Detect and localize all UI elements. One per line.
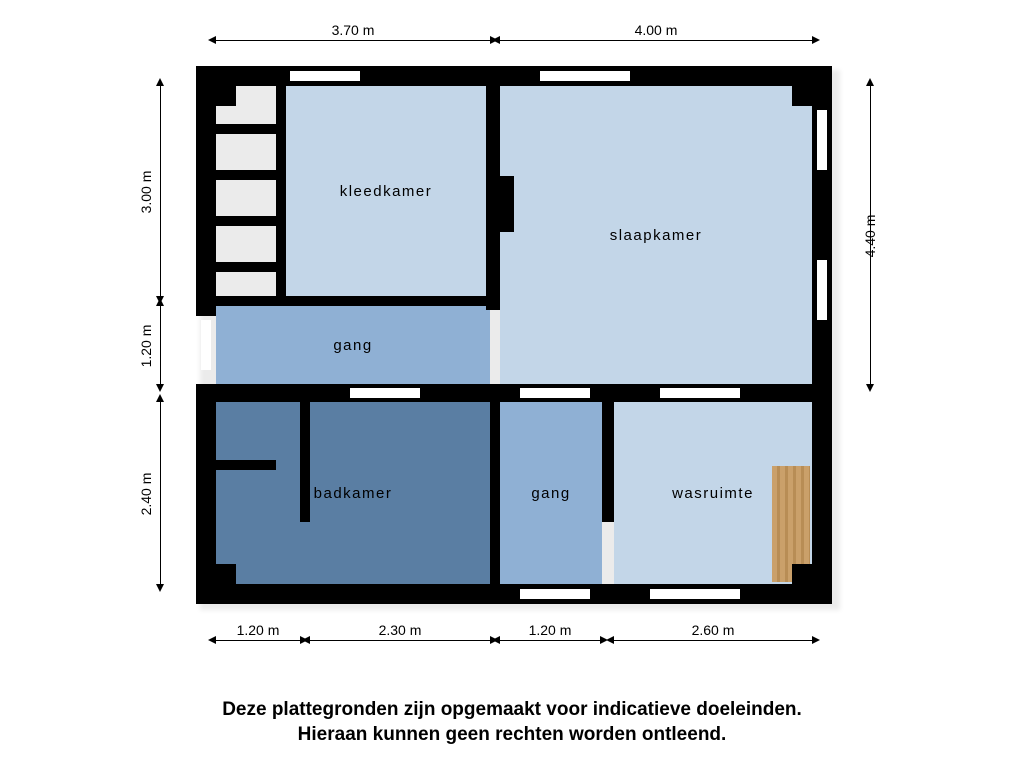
room-label: badkamer [314, 485, 393, 502]
room-label: kleedkamer [340, 183, 433, 200]
shelf-2 [216, 170, 276, 180]
door-h2-2 [520, 388, 590, 398]
room-badkamer: badkamer [216, 402, 490, 584]
room-label: gang [333, 337, 372, 354]
footer-line-2: Hieraan kunnen geen rechten worden ontle… [0, 722, 1024, 748]
dim-label: 3.00 m [138, 132, 154, 252]
wall-outer-left-mid [196, 296, 216, 316]
dim-line [614, 640, 812, 641]
arrow-icon [606, 636, 614, 644]
arrow-icon [156, 78, 164, 86]
room-slaapkamer: slaapkamer [500, 86, 812, 384]
room-gang-upper: gang [216, 306, 490, 384]
arrow-icon [156, 584, 164, 592]
door-bot-1 [520, 589, 590, 599]
dim-line [160, 402, 161, 584]
arrow-icon [302, 636, 310, 644]
arrow-icon [156, 394, 164, 402]
dim-label: 4.00 m [596, 22, 716, 38]
arrow-icon [812, 36, 820, 44]
footer-disclaimer: Deze plattegronden zijn opgemaakt voor i… [0, 697, 1024, 748]
pier-tr [792, 66, 832, 106]
room-kleedkamer: kleedkamer [286, 86, 486, 296]
arrow-icon [492, 36, 500, 44]
dim-line [216, 40, 490, 41]
dim-line [216, 640, 300, 641]
wall-inner-h1 [216, 296, 500, 306]
dim-label: 1.20 m [138, 286, 154, 406]
dim-label: 3.70 m [293, 22, 413, 38]
win-top-1 [290, 71, 360, 81]
shelf-3 [216, 216, 276, 226]
arrow-icon [208, 36, 216, 44]
dim-label: 2.60 m [653, 622, 773, 638]
wall-inner-v2 [490, 402, 500, 584]
wall-inner-v3 [602, 402, 614, 522]
win-right-1 [817, 110, 827, 170]
pier-br [792, 564, 832, 604]
door-h2-1 [350, 388, 420, 398]
dim-label: 1.20 m [490, 622, 610, 638]
dim-line [310, 640, 490, 641]
dim-line [500, 40, 812, 41]
dim-line [500, 640, 600, 641]
room-label: gang [531, 485, 570, 502]
dim-label: 4.40 m [862, 176, 878, 296]
dim-label: 1.20 m [198, 622, 318, 638]
dim-label: 2.40 m [138, 434, 154, 554]
room-gang-lower: gang [500, 402, 602, 584]
wall-bad-v [300, 402, 310, 522]
arrow-icon [866, 78, 874, 86]
arrow-icon [812, 636, 820, 644]
arrow-icon [866, 384, 874, 392]
pier-center [486, 176, 514, 232]
arrow-icon [156, 384, 164, 392]
shelf-4 [216, 262, 276, 272]
footer-line-1: Deze plattegronden zijn opgemaakt voor i… [0, 697, 1024, 723]
door-bot-2 [650, 589, 740, 599]
dim-line [160, 306, 161, 384]
door-h2-3 [660, 388, 740, 398]
pier-tl [196, 66, 236, 106]
win-top-2 [540, 71, 630, 81]
wall-bad-h [216, 460, 276, 470]
shelf-1 [216, 124, 276, 134]
room-label: wasruimte [672, 485, 754, 502]
win-left-gang [201, 320, 211, 370]
dim-label: 2.30 m [340, 622, 460, 638]
room-label: slaapkamer [610, 227, 703, 244]
win-right-2 [817, 260, 827, 320]
wall-kleed-left [276, 86, 286, 296]
dim-line [160, 86, 161, 296]
pier-bl [196, 564, 236, 604]
arrow-icon [156, 298, 164, 306]
